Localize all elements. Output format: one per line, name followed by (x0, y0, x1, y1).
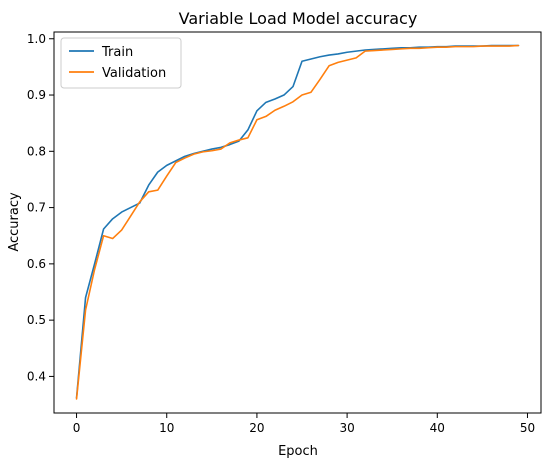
plot-frame (53, 31, 542, 414)
x-tick-label: 50 (520, 421, 535, 435)
y-tick-label: 0.9 (27, 88, 46, 102)
series-line-validation (75, 44, 520, 400)
y-tick-label: 0.7 (27, 201, 46, 215)
x-tick-label: 30 (339, 421, 354, 435)
y-tick-label: 0.8 (27, 144, 46, 158)
plot-area (75, 44, 520, 400)
x-axis: 0 10 20 30 40 50 (73, 413, 535, 435)
legend-label-validation: Validation (102, 66, 166, 81)
x-tick-label: 40 (430, 421, 445, 435)
y-tick-label: 1.0 (27, 32, 46, 46)
y-tick-label: 0.5 (27, 313, 46, 327)
y-axis-label: Accuracy (7, 192, 22, 252)
y-axis: 0.4 0.5 0.6 0.7 0.8 0.9 1.0 (27, 32, 54, 383)
y-tick-label: 0.4 (27, 369, 46, 383)
x-tick-label: 0 (73, 421, 81, 435)
x-axis-label: Epoch (278, 444, 318, 459)
legend: Train Validation (60, 37, 182, 89)
y-tick-label: 0.6 (27, 257, 46, 271)
legend-label-train: Train (101, 45, 133, 60)
x-tick-label: 10 (159, 421, 174, 435)
chart-title: Variable Load Model accuracy (179, 9, 418, 28)
x-tick-label: 20 (249, 421, 264, 435)
